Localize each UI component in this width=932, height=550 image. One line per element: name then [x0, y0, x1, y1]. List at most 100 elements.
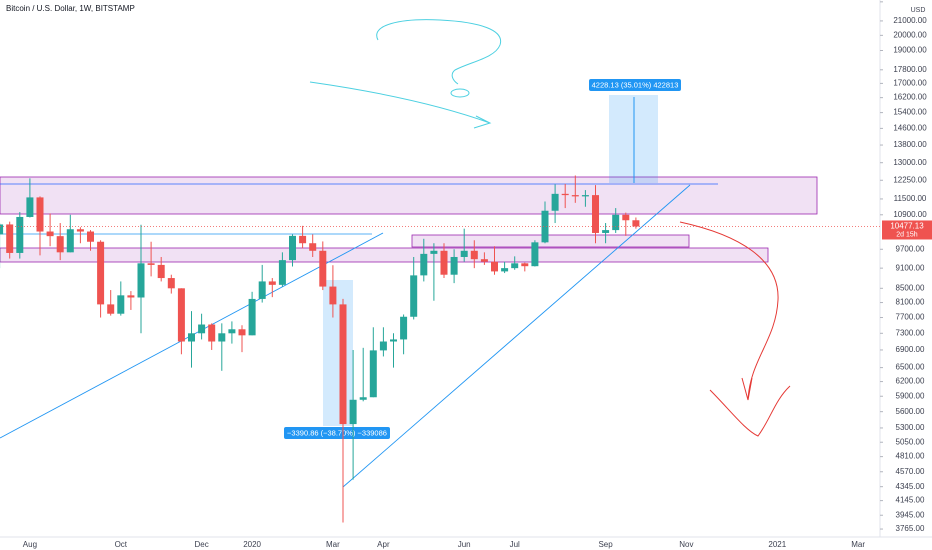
candle-body: [359, 397, 367, 400]
candle-body: [36, 197, 44, 232]
arrow-drawing: [679, 221, 779, 401]
candle-body: [551, 193, 559, 211]
y-tick-label: 4145.00: [896, 496, 925, 505]
candle-body: [177, 288, 185, 342]
candle-body: [349, 399, 357, 425]
x-tick-label: Mar: [326, 540, 340, 549]
y-tick-label: 3765.00: [896, 524, 925, 533]
y-tick-label: 16200.00: [893, 93, 927, 102]
candle-body: [309, 243, 317, 251]
candle-body: [147, 263, 155, 265]
drawing: [709, 385, 791, 437]
candle-body: [258, 281, 266, 299]
candle-body: [369, 350, 377, 398]
candle-body: [208, 324, 216, 342]
candle-body: [632, 220, 640, 227]
candle-body: [87, 231, 94, 242]
candle-body: [511, 263, 519, 269]
zone: [0, 247, 769, 263]
candle-body: [107, 304, 115, 314]
candle-body: [541, 210, 549, 243]
candle-body: [76, 229, 84, 232]
trend-line: [342, 184, 691, 488]
y-tick-label: 5900.00: [896, 391, 925, 400]
candle-body: [127, 295, 135, 298]
y-tick-label: 9700.00: [896, 244, 925, 253]
axis-unit: USD: [911, 7, 926, 14]
candle-body: [228, 329, 236, 334]
y-tick-label: 11500.00: [894, 194, 927, 203]
question-dot: [450, 88, 470, 98]
y-tick-label: 19000.00: [893, 46, 927, 55]
candle-body: [521, 263, 529, 267]
candle-body: [612, 214, 620, 231]
x-tick-label: Oct: [115, 540, 128, 549]
candle-body: [188, 333, 195, 342]
candle-body: [117, 295, 125, 314]
y-tick-label: 14600.00: [893, 123, 927, 132]
y-tick-label: 3945.00: [896, 510, 925, 519]
candle-body: [622, 214, 630, 221]
candle-body: [480, 259, 488, 262]
candle-body: [450, 256, 458, 275]
y-tick-label: 17800.00: [893, 65, 927, 74]
x-tick-label: Dec: [194, 540, 208, 549]
candle-body: [561, 193, 569, 196]
candle-body: [26, 197, 34, 217]
candle-body: [198, 324, 206, 334]
candle-body: [66, 229, 74, 253]
y-tick-label: 6500.00: [896, 363, 925, 372]
x-tick-label: 2021: [768, 540, 786, 549]
y-tick-label: 12250.00: [893, 175, 927, 184]
candle-body: [460, 250, 468, 257]
y-tick-label: 20000.00: [893, 30, 927, 39]
measure-label-box: [284, 427, 390, 439]
candle-body: [571, 195, 579, 197]
y-tick-label: 21000.00: [893, 16, 927, 25]
candle-body: [410, 275, 418, 317]
y-tick-label: 7700.00: [896, 313, 925, 322]
candle-body: [97, 241, 105, 305]
candle-body: [440, 250, 448, 275]
candle-body: [602, 230, 610, 233]
x-tick-label: Jun: [458, 540, 471, 549]
measure-label: −3390.86 (−38.70%) −339086: [287, 428, 387, 437]
candle-body: [157, 264, 165, 279]
candle-body: [218, 333, 226, 342]
y-tick-label: 6900.00: [896, 345, 925, 354]
candle-body: [0, 224, 4, 235]
y-tick-label: 5300.00: [896, 423, 925, 432]
x-tick-label: Nov: [679, 540, 693, 549]
zone: [0, 176, 818, 215]
y-tick-label: 4810.00: [896, 452, 925, 461]
candle-body: [430, 250, 438, 254]
y-tick-label: 13000.00: [893, 158, 927, 167]
x-tick-label: Jul: [510, 540, 520, 549]
x-tick-label: Mar: [851, 540, 865, 549]
question-mark: [376, 19, 502, 85]
candle-body: [329, 286, 337, 305]
candle-body: [339, 304, 347, 425]
candle-body: [531, 242, 539, 267]
x-tick-label: 2020: [243, 540, 261, 549]
zone: [411, 234, 690, 248]
candle-body: [400, 316, 408, 340]
y-tick-label: 13800.00: [893, 140, 927, 149]
candle-body: [278, 260, 286, 285]
candle-body: [491, 261, 498, 272]
arrow-drawing: [309, 81, 492, 129]
x-tick-label: Aug: [23, 540, 37, 549]
candle-body: [379, 341, 387, 351]
candle-body: [268, 281, 276, 285]
candle-body: [420, 253, 428, 276]
chart-title: Bitcoin / U.S. Dollar, 1W, BITSTAMP: [6, 4, 135, 13]
y-tick-label: 15400.00: [893, 108, 927, 117]
y-tick-label: 8100.00: [896, 298, 925, 307]
y-tick-label: 5050.00: [896, 437, 925, 446]
measure-label: 4228.13 (35.01%) 422813: [592, 80, 679, 89]
candle-body: [390, 339, 397, 342]
last-price-label: 10477.13: [890, 222, 924, 231]
y-tick-label: 10900.00: [893, 210, 927, 219]
y-tick-label: 7300.00: [896, 328, 925, 337]
